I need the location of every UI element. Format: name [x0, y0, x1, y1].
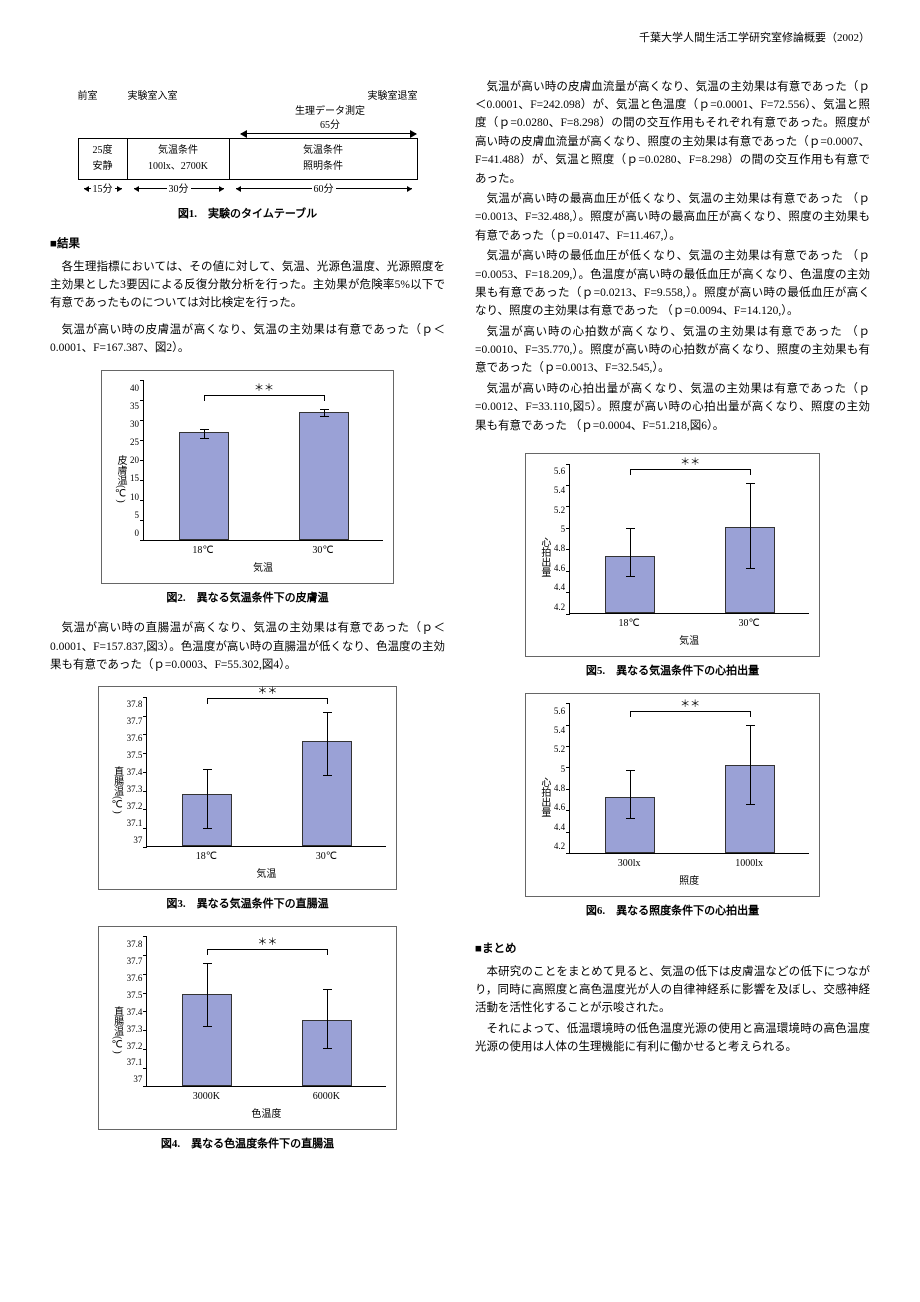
fig5-plot: ＊＊ [569, 464, 809, 614]
tt-cell-3b: 照明条件 [232, 159, 415, 175]
tt-measurement-duration: 65分 [316, 120, 344, 131]
tt-cell-2a: 気温条件 [130, 143, 227, 159]
fig2-sig: ＊＊ [254, 381, 274, 397]
right-column: 気温が高い時の皮膚血流量が高くなり、気温の主効果は有意であった（ｐ＜0.0001… [475, 78, 870, 1166]
results-para-1: 各生理指標においては、その値に対して、気温、光源色温度、光源照度を主効果とした3… [50, 258, 445, 313]
left-column: 前室 実験室入室 実験室退室 生理データ測定 65分 25度 安静 [50, 78, 445, 1166]
tt-cell-3a: 気温条件 [232, 143, 415, 159]
fig6-bar-0 [605, 797, 655, 853]
fig4-plot: ＊＊ [146, 937, 386, 1087]
two-column-layout: 前室 実験室入室 実験室退室 生理データ測定 65分 25度 安静 [50, 78, 870, 1166]
fig4-xlabels: 3000K6000K [146, 1089, 386, 1105]
fig5-sig: ＊＊ [680, 455, 700, 471]
fig5-ylabel: 心拍出量 [536, 464, 554, 650]
fig6-bar-1 [725, 765, 775, 853]
fig6-plot: ＊＊ [569, 704, 809, 854]
figure-1-caption: 図1. 実験のタイムテーブル [50, 206, 445, 224]
tt-dur-1: 15分 [91, 184, 115, 195]
fig4-sig: ＊＊ [257, 935, 277, 951]
dbp-para: 気温が高い時の最低血圧が低くなり、気温の主効果は有意であった （ｐ=0.0053… [475, 247, 870, 321]
fig2-ylabel: 皮膚温(℃) [112, 381, 130, 577]
fig2-xlabel: 気温 [143, 561, 383, 577]
fig4-xlabel: 色温度 [146, 1107, 386, 1123]
fig3-ylabel: 直腸温(℃) [109, 697, 127, 883]
figure-4: 直腸温(℃)37.837.737.637.537.437.337.237.137… [50, 926, 445, 1154]
fig5-xlabel: 気温 [569, 634, 809, 650]
fig6-sig: ＊＊ [680, 697, 700, 713]
fig4-ylabel: 直腸温(℃) [109, 937, 127, 1123]
figure-6-caption: 図6. 異なる照度条件下の心拍出量 [475, 903, 870, 921]
figure-1: 前室 実験室入室 実験室退室 生理データ測定 65分 25度 安静 [50, 90, 445, 224]
figure-6: 心拍出量5.65.45.254.84.64.44.2＊＊300lx1000lx照… [475, 693, 870, 921]
bloodflow-para: 気温が高い時の皮膚血流量が高くなり、気温の主効果は有意であった（ｐ＜0.0001… [475, 78, 870, 188]
co-para: 気温が高い時の心拍出量が高くなり、気温の主効果は有意であった（ｐ=0.0012、… [475, 380, 870, 435]
fig3-xlabels: 18℃30℃ [146, 849, 386, 865]
fig5-bar-1 [725, 527, 775, 613]
sbp-para: 気温が高い時の最高血圧が低くなり、気温の主効果は有意であった （ｐ=0.0013… [475, 190, 870, 245]
tt-dur-3: 60分 [312, 184, 336, 195]
figure-5-caption: 図5. 異なる気温条件下の心拍出量 [475, 663, 870, 681]
fig3-xlabel: 気温 [146, 867, 386, 883]
fig3-plot: ＊＊ [146, 697, 386, 847]
figure-3-caption: 図3. 異なる気温条件下の直腸温 [50, 896, 445, 914]
fig2-bar-0 [179, 432, 229, 540]
fig6-xlabels: 300lx1000lx [569, 856, 809, 872]
figure-5: 心拍出量5.65.45.254.84.64.44.2＊＊18℃30℃気温 図5.… [475, 453, 870, 681]
fig4-bar-0 [182, 994, 232, 1086]
summary-heading: ■まとめ [475, 940, 870, 958]
fig5-bar-0 [605, 556, 655, 613]
fig5-xlabels: 18℃30℃ [569, 616, 809, 632]
fig3-bar-1 [302, 741, 352, 846]
results-heading: ■結果 [50, 235, 445, 253]
fig2-xlabels: 18℃30℃ [143, 543, 383, 559]
timetable-diagram: 前室 実験室入室 実験室退室 生理データ測定 65分 25度 安静 [78, 90, 418, 198]
figure-2-caption: 図2. 異なる気温条件下の皮膚温 [50, 590, 445, 608]
fig4-bar-1 [302, 1020, 352, 1086]
fig6-ylabel: 心拍出量 [536, 704, 554, 890]
fig3-bar-0 [182, 794, 232, 847]
summary-para-1: 本研究のことをまとめて見ると、気温の低下は皮膚温などの低下につながり，同時に高照… [475, 963, 870, 1018]
skin-temp-para: 気温が高い時の皮膚温が高くなり、気温の主効果は有意であった（ｐ＜0.0001、F… [50, 321, 445, 358]
figure-3: 直腸温(℃)37.837.737.637.537.437.337.237.137… [50, 686, 445, 914]
tt-cell-1b: 安静 [81, 159, 125, 175]
fig2-bar-1 [299, 412, 349, 540]
tt-label-exit: 実験室退室 [348, 89, 418, 105]
tt-cells: 25度 安静 気温条件 100lx、2700K 気温条件 照明条件 [78, 138, 418, 180]
rectal-temp-para: 気温が高い時の直腸温が高くなり、気温の主効果は有意であった（ｐ＜0.0001、F… [50, 619, 445, 674]
figure-2: 皮膚温(℃)4035302520151050＊＊18℃30℃気温 図2. 異なる… [50, 370, 445, 608]
page-header: 千葉大学人間生活工学研究室修論概要（2002） [50, 30, 870, 48]
summary-para-2: それによって、低温環境時の低色温度光源の使用と高温環境時の高色温度光源の使用は人… [475, 1020, 870, 1057]
tt-label-anteroom: 前室 [78, 89, 128, 105]
tt-cell-2b: 100lx、2700K [130, 159, 227, 175]
fig3-sig: ＊＊ [257, 684, 277, 700]
hr-para: 気温が高い時の心拍数が高くなり、気温の主効果は有意であった （ｐ=0.0010、… [475, 323, 870, 378]
fig2-plot: ＊＊ [143, 381, 383, 541]
tt-dur-2: 30分 [167, 184, 191, 195]
fig6-xlabel: 照度 [569, 874, 809, 890]
figure-4-caption: 図4. 異なる色温度条件下の直腸温 [50, 1136, 445, 1154]
tt-label-enter: 実験室入室 [128, 89, 228, 105]
tt-cell-1a: 25度 [81, 143, 125, 159]
